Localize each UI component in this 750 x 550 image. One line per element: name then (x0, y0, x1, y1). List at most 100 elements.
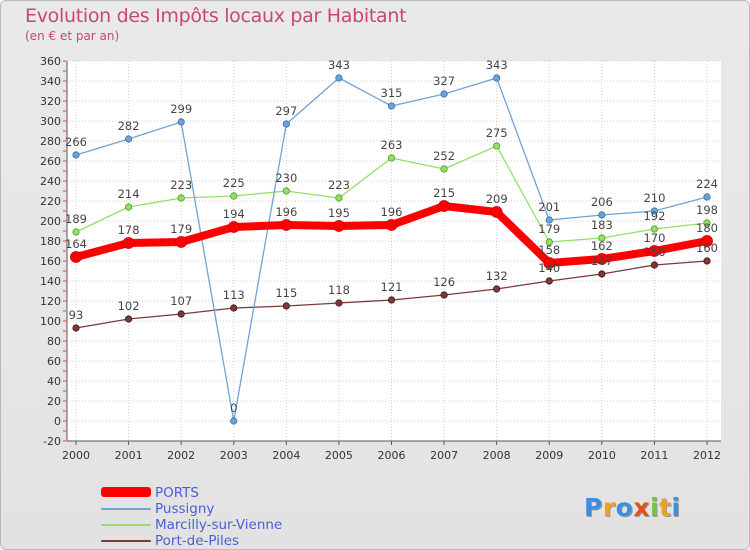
data-point-ports (648, 245, 661, 257)
logo-letter: r (602, 493, 616, 522)
data-point-pussigny (598, 211, 606, 219)
data-point-ports (595, 253, 608, 265)
x-tick-label: 2003 (220, 449, 248, 462)
data-point-pussigny (124, 135, 133, 143)
data-point-ports (701, 235, 713, 247)
legend-swatch-marcilly (101, 524, 151, 526)
plot-area (67, 61, 721, 441)
data-label-pussigny: 315 (381, 86, 403, 100)
y-tick-label: 20 (47, 395, 61, 408)
y-tick-label: 100 (40, 315, 61, 328)
x-tick-label: 2008 (483, 449, 511, 462)
x-tick-label: 2007 (430, 449, 458, 462)
data-point-marcilly (124, 203, 133, 211)
logo-letter: o (615, 493, 634, 522)
data-label-marcilly: 223 (328, 178, 350, 192)
data-label-pussigny: 266 (65, 135, 87, 149)
data-point-ports (543, 257, 556, 269)
legend-label-pussigny: Pussigny (155, 501, 215, 517)
data-label-ports: 162 (591, 239, 613, 253)
data-point-port-de-piles (650, 261, 659, 269)
data-point-pussigny (703, 193, 711, 201)
data-point-port-de-piles (177, 310, 185, 318)
x-tick-label: 2002 (167, 449, 195, 462)
data-point-port-de-piles (282, 302, 290, 310)
data-point-pussigny (230, 417, 238, 425)
y-tick-label: 300 (40, 115, 61, 128)
data-point-ports (175, 236, 188, 248)
data-point-ports (385, 219, 398, 231)
data-label-marcilly: 183 (591, 218, 613, 232)
data-label-marcilly: 252 (433, 149, 455, 163)
data-label-marcilly: 275 (486, 126, 508, 140)
legend-label-ports: PORTS (155, 485, 199, 501)
x-tick-label: 2005 (325, 449, 353, 462)
legend-label-marcilly: Marcilly-sur-Vienne (155, 517, 283, 533)
data-label-ports: 179 (170, 222, 192, 236)
y-tick-label: 180 (40, 235, 61, 248)
y-tick-label: 260 (40, 155, 61, 168)
data-label-pussigny: 224 (696, 177, 718, 191)
data-label-ports: 196 (275, 205, 297, 219)
data-point-pussigny (387, 102, 396, 110)
data-label-ports: 178 (118, 223, 140, 237)
data-point-port-de-piles (545, 277, 553, 285)
data-label-ports: 209 (486, 192, 508, 206)
data-label-port-de-piles: 140 (538, 261, 560, 275)
data-label-pussigny: 201 (538, 200, 560, 214)
y-tick-label: 240 (40, 175, 61, 188)
data-point-pussigny (440, 90, 448, 98)
data-point-marcilly (335, 194, 343, 202)
legend-swatch-pussigny (101, 508, 151, 510)
data-point-port-de-piles (124, 315, 133, 323)
data-point-pussigny (493, 74, 501, 82)
legend-label-port-de-piles: Port-de-Piles (155, 533, 240, 549)
x-tick-label: 2001 (115, 449, 143, 462)
data-label-port-de-piles: 132 (486, 269, 508, 283)
data-label-pussigny: 210 (643, 191, 665, 205)
logo-letter: t (659, 493, 672, 522)
data-label-marcilly: 263 (381, 138, 403, 152)
x-tick-label: 2006 (378, 449, 406, 462)
x-tick-label: 2000 (62, 449, 90, 462)
legend-swatch-ports (101, 487, 151, 497)
chart-subtitle: (en € et par an) (25, 29, 120, 43)
data-point-ports (227, 221, 240, 233)
logo-letter: x (633, 493, 650, 522)
data-point-ports (333, 220, 345, 232)
data-point-marcilly (598, 234, 606, 242)
data-label-marcilly: 230 (275, 171, 297, 185)
data-point-port-de-piles (72, 324, 80, 332)
data-point-marcilly (387, 154, 396, 162)
data-point-pussigny (650, 207, 659, 215)
data-point-pussigny (335, 74, 343, 82)
data-point-marcilly (177, 194, 185, 202)
y-tick-label: 40 (47, 375, 61, 388)
data-point-marcilly (493, 142, 501, 150)
data-label-ports: 194 (223, 207, 245, 221)
data-point-ports (438, 200, 450, 212)
data-point-port-de-piles (440, 291, 448, 299)
data-label-port-de-piles: 93 (69, 308, 84, 322)
data-point-port-de-piles (230, 304, 238, 312)
logo-letter: i (650, 493, 660, 522)
data-label-marcilly: 225 (223, 176, 245, 190)
data-point-ports (122, 237, 135, 249)
data-point-marcilly (72, 228, 80, 236)
x-tick-label: 2012 (693, 449, 721, 462)
data-label-pussigny: 299 (170, 102, 192, 116)
data-label-marcilly: 189 (65, 212, 87, 226)
data-label-port-de-piles: 121 (381, 280, 403, 294)
data-label-marcilly: 192 (643, 209, 665, 223)
x-tick-label: 2010 (588, 449, 616, 462)
data-label-pussigny: 206 (591, 195, 613, 209)
data-label-marcilly: 198 (696, 203, 718, 217)
data-label-ports: 196 (381, 205, 403, 219)
data-point-marcilly (440, 165, 448, 173)
data-label-port-de-piles: 113 (223, 288, 245, 302)
data-label-ports: 170 (643, 231, 665, 245)
data-point-port-de-piles (493, 285, 501, 293)
y-tick-label: 80 (47, 335, 61, 348)
data-point-marcilly (230, 192, 238, 200)
